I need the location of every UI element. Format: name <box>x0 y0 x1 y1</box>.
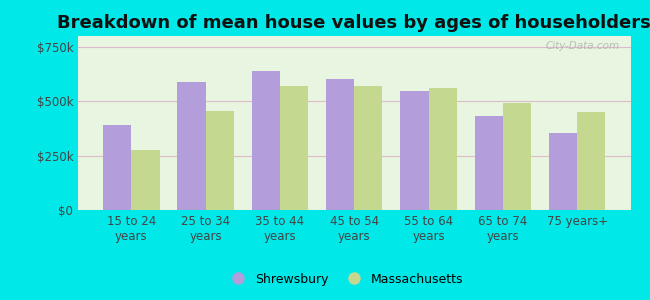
Bar <box>280 86 308 210</box>
Text: City-Data.com: City-Data.com <box>545 41 619 51</box>
Bar <box>474 116 503 210</box>
Bar <box>177 82 205 210</box>
Bar <box>577 112 605 210</box>
Title: Breakdown of mean house values by ages of householders: Breakdown of mean house values by ages o… <box>57 14 650 32</box>
Legend: Shrewsbury, Massachusetts: Shrewsbury, Massachusetts <box>220 268 469 291</box>
Bar <box>103 125 131 210</box>
Bar <box>549 133 577 210</box>
Bar <box>400 92 428 210</box>
Bar <box>326 80 354 210</box>
Bar <box>205 111 234 210</box>
Bar <box>354 86 382 210</box>
Bar <box>252 71 280 210</box>
Bar <box>503 103 531 210</box>
Bar <box>428 88 457 210</box>
Bar <box>131 150 160 210</box>
